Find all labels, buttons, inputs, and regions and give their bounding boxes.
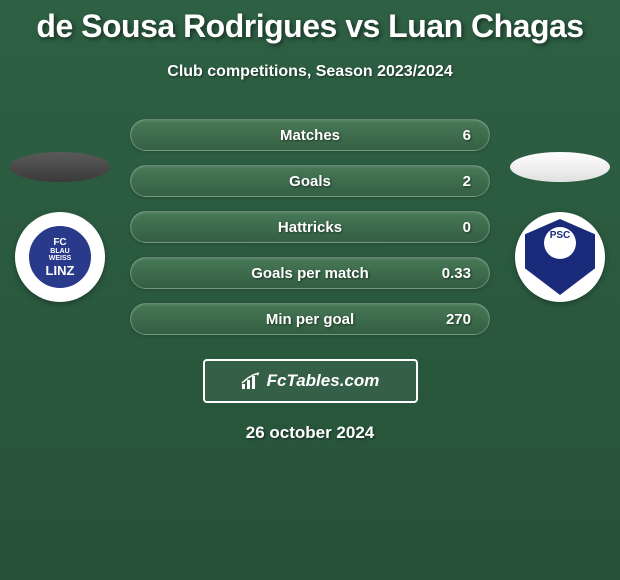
page-subtitle: Club competitions, Season 2023/2024 (0, 63, 620, 81)
badge-line1: BLAU (50, 248, 69, 255)
badge-line2: WEISS (49, 255, 72, 262)
stat-label: Goals (289, 173, 331, 190)
chart-icon (241, 372, 261, 390)
stat-right-value: 2 (463, 173, 471, 190)
stat-label: Hattricks (278, 219, 342, 236)
stat-row-goals: Goals 2 (130, 165, 490, 197)
brand-box[interactable]: FcTables.com (203, 359, 418, 403)
right-player-side: ★ PSC (510, 152, 610, 302)
stat-right-value: 0.33 (442, 265, 471, 282)
stat-label: Matches (280, 127, 340, 144)
stat-row-min-per-goal: Min per goal 270 (130, 303, 490, 335)
brand-text: FcTables.com (267, 371, 380, 391)
stat-row-hattricks: Hattricks 0 (130, 211, 490, 243)
stats-list: Matches 6 Goals 2 Hattricks 0 Goals per … (130, 119, 490, 335)
stat-row-matches: Matches 6 (130, 119, 490, 151)
right-player-country (510, 152, 610, 182)
badge-fc-text: FC (53, 237, 66, 248)
badge-city: LINZ (46, 264, 75, 277)
stat-right-value: 270 (446, 311, 471, 328)
stat-label: Goals per match (251, 265, 369, 282)
left-player-country (10, 152, 110, 182)
badge-initials: PSC (550, 230, 571, 241)
right-team-badge: ★ PSC (515, 212, 605, 302)
date-text: 26 october 2024 (0, 423, 620, 443)
left-team-badge: FC BLAU WEISS LINZ (15, 212, 105, 302)
left-player-side: FC BLAU WEISS LINZ (10, 152, 110, 302)
linz-badge-icon: FC BLAU WEISS LINZ (26, 223, 94, 291)
stat-right-value: 0 (463, 219, 471, 236)
paysandu-badge-icon: PSC (525, 219, 595, 295)
comparison-area: FC BLAU WEISS LINZ Matches 6 Goals 2 Hat… (0, 119, 620, 335)
stat-label: Min per goal (266, 311, 354, 328)
stat-right-value: 6 (463, 127, 471, 144)
page-title: de Sousa Rodrigues vs Luan Chagas (0, 8, 620, 45)
stat-row-goals-per-match: Goals per match 0.33 (130, 257, 490, 289)
